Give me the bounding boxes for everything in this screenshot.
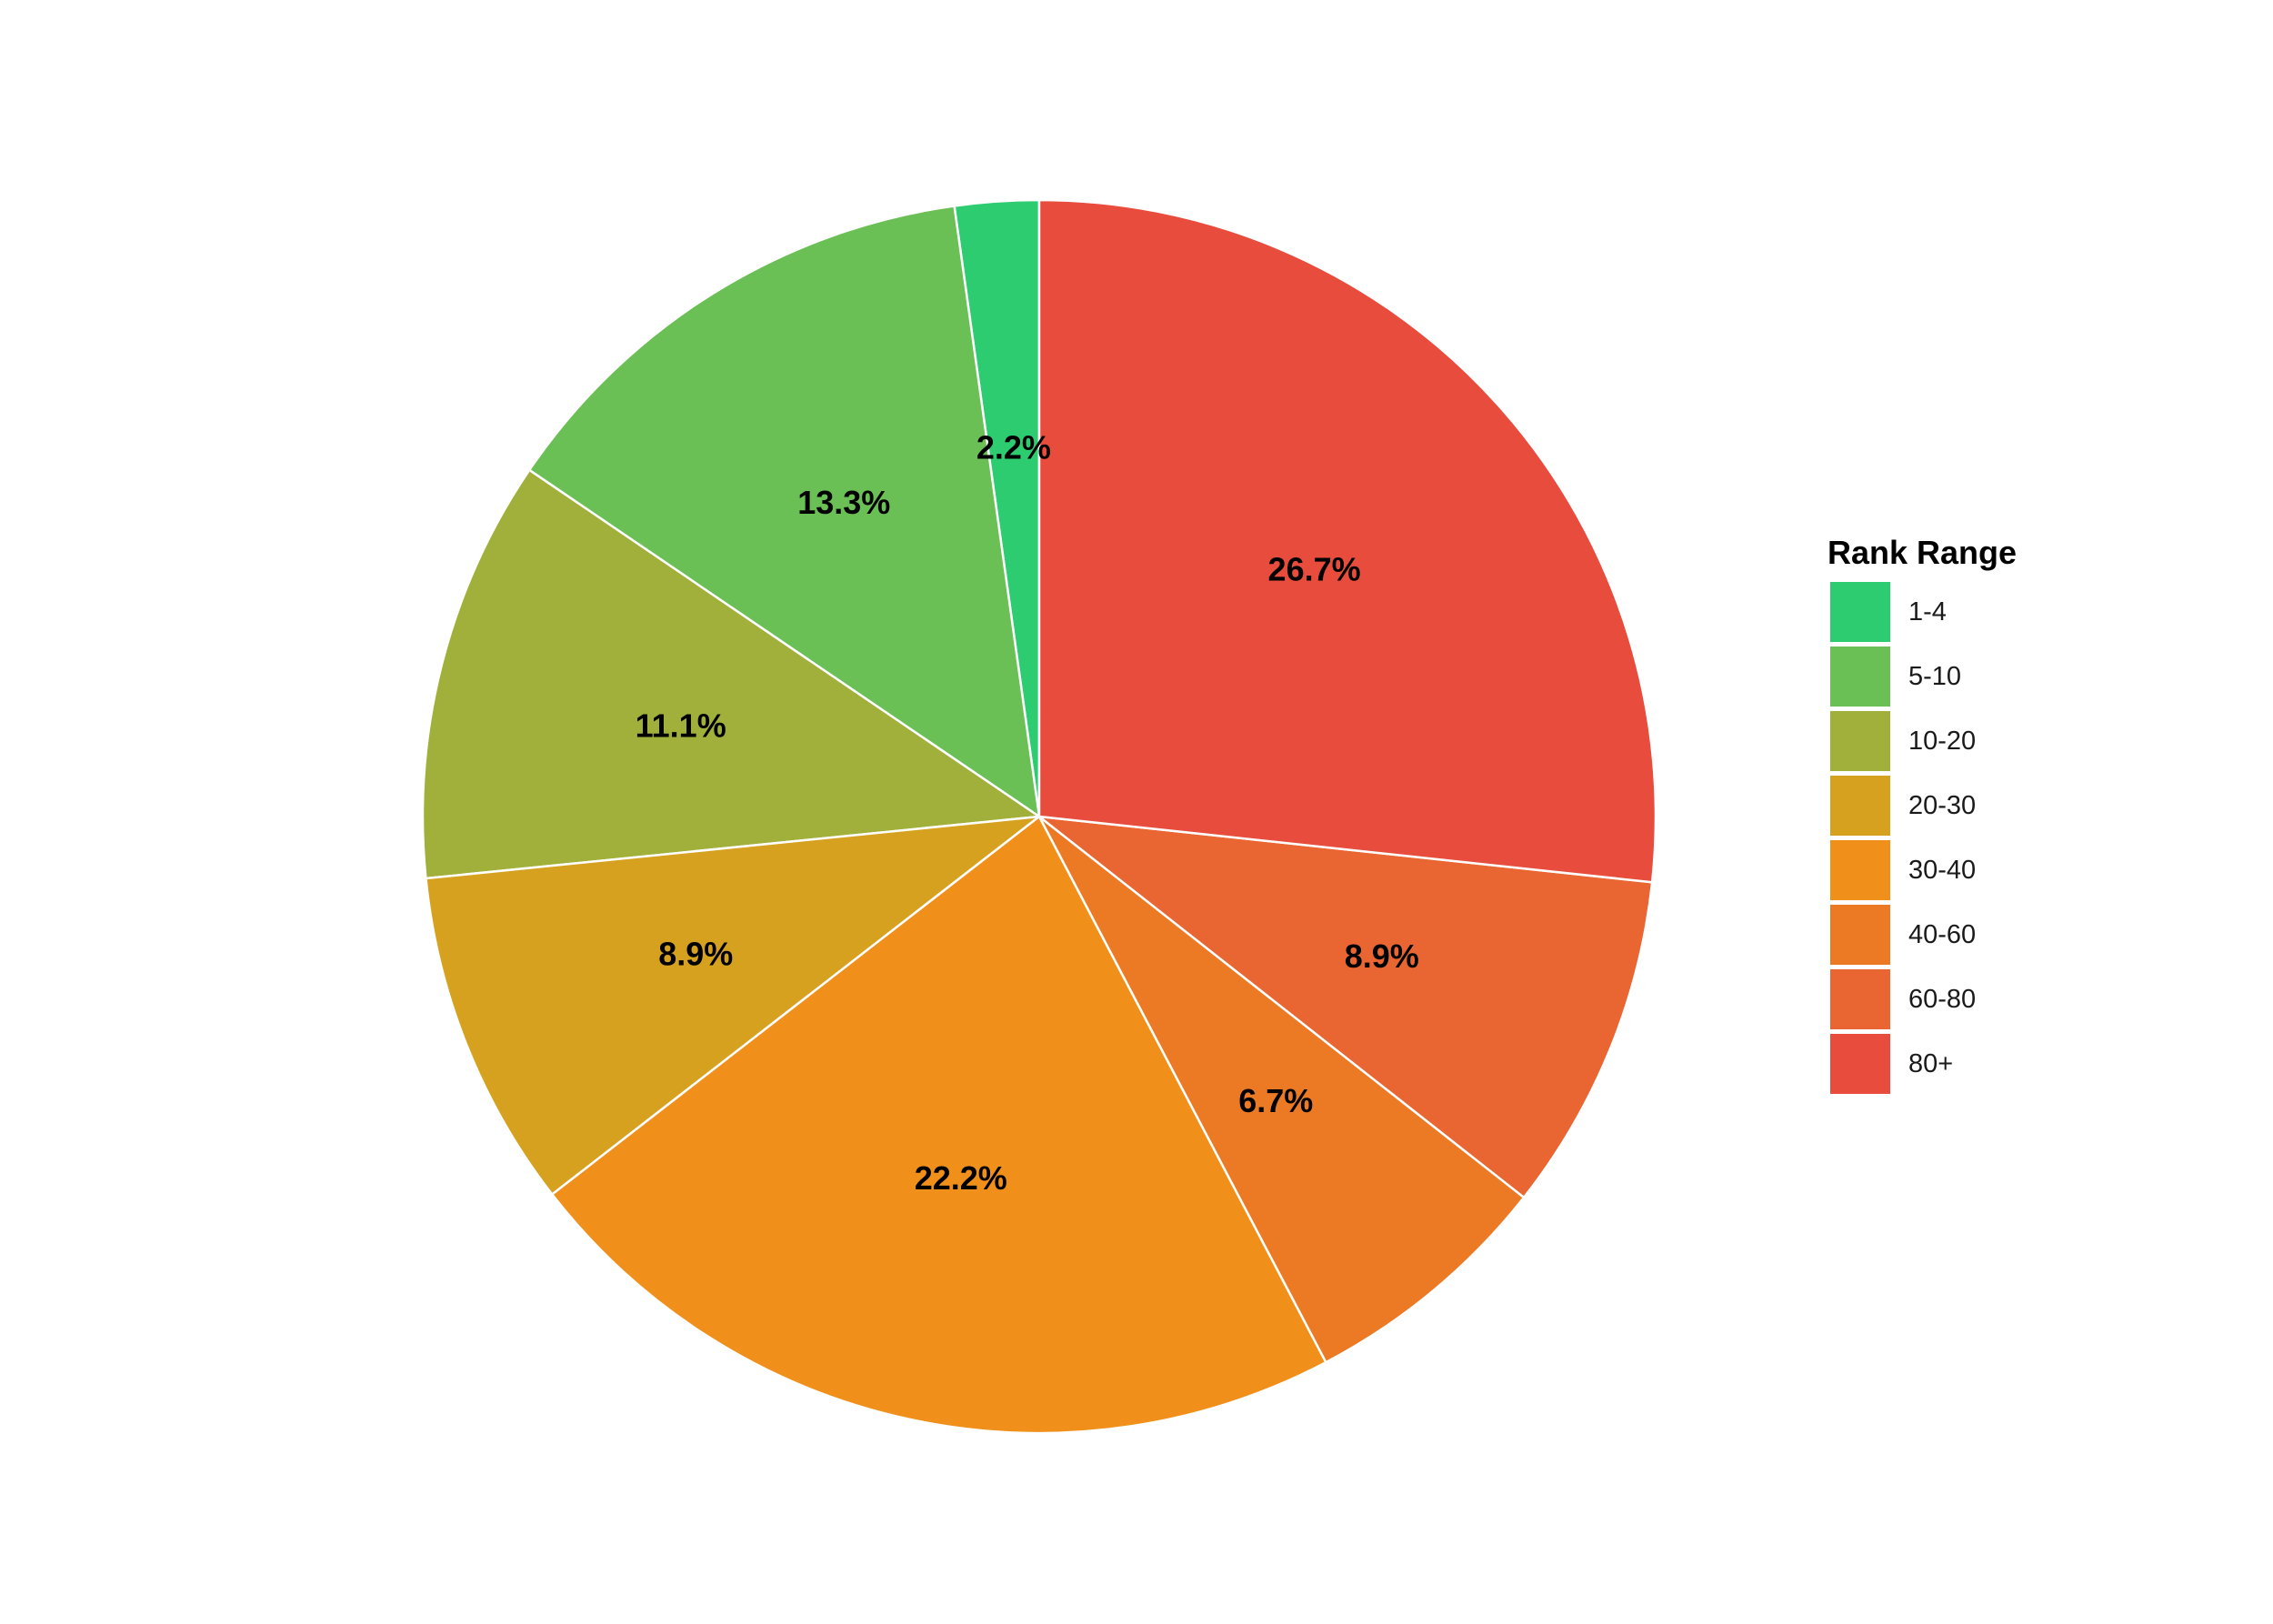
legend-label-60-80: 60-80 bbox=[1908, 985, 1976, 1014]
pie-data-label-40-60: 6.7% bbox=[1238, 1082, 1313, 1119]
legend-label-30-40: 30-40 bbox=[1908, 856, 1976, 885]
pie-data-label-5-10: 13.3% bbox=[797, 484, 890, 521]
legend-key-1-4 bbox=[1830, 582, 1890, 642]
pie-slices bbox=[421, 198, 1657, 1435]
pie-data-label-80+: 26.7% bbox=[1268, 551, 1361, 588]
pie-data-label-30-40: 22.2% bbox=[915, 1159, 1007, 1197]
legend-key-80+ bbox=[1830, 1034, 1890, 1094]
pie-data-label-20-30: 8.9% bbox=[658, 935, 733, 972]
legend-key-10-20 bbox=[1830, 711, 1890, 771]
pie-data-label-60-80: 8.9% bbox=[1345, 937, 1419, 975]
legend-label-40-60: 40-60 bbox=[1908, 920, 1976, 949]
pie-data-label-1-4: 2.2% bbox=[976, 429, 1051, 466]
legend-label-80+: 80+ bbox=[1908, 1049, 1953, 1078]
pie-data-label-10-20: 11.1% bbox=[636, 707, 726, 745]
legend-title: Rank Range bbox=[1827, 534, 2017, 571]
legend-label-10-20: 10-20 bbox=[1908, 727, 1976, 756]
pie-slice-40-60 bbox=[1037, 816, 1526, 1364]
pie-data-labels: 2.2% 13.3% 11.1% 8.9% 22.2% 6.7% 8.9% 26.7% bbox=[636, 429, 1419, 1197]
pie-slice-10-20 bbox=[421, 468, 1043, 880]
legend-items: 1-4 5-10 10-20 20-30 30-40 40-60 60-80 80+ bbox=[1830, 582, 1976, 1094]
pie-slice-60-80 bbox=[1035, 815, 1654, 1199]
legend-label-20-30: 20-30 bbox=[1908, 791, 1976, 820]
legend-key-60-80 bbox=[1830, 969, 1890, 1029]
legend-key-40-60 bbox=[1830, 905, 1890, 965]
legend-key-30-40 bbox=[1830, 840, 1890, 900]
legend: Rank Range 1-4 5-10 10-20 20-30 30-40 40-60 60… bbox=[1827, 534, 2017, 1094]
pie-slice-80+ bbox=[1037, 198, 1657, 884]
pie-slice-30-40 bbox=[550, 815, 1328, 1435]
legend-key-20-30 bbox=[1830, 776, 1890, 836]
pie-slice-5-10 bbox=[527, 205, 1041, 819]
legend-label-5-10: 5-10 bbox=[1908, 662, 1961, 691]
legend-label-1-4: 1-4 bbox=[1908, 597, 1947, 627]
pie-slice-20-30 bbox=[425, 815, 1044, 1197]
legend-key-5-10 bbox=[1830, 647, 1890, 707]
